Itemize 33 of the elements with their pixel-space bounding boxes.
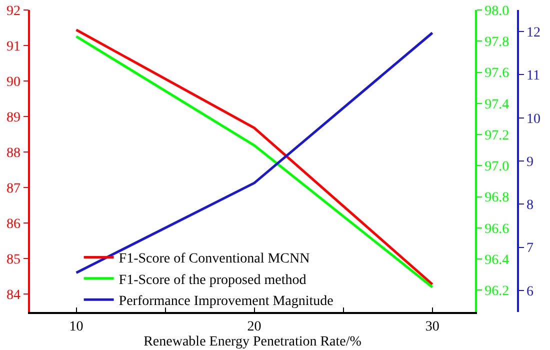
y3-tick-label: 9 — [526, 154, 534, 170]
y2-tick-label: 97.4 — [484, 97, 510, 112]
y-tick-label: 84 — [6, 288, 20, 304]
y2-tick-label: 97.8 — [484, 35, 510, 50]
y-tick-label: 87 — [6, 182, 20, 197]
y2-tick-label: 97.2 — [484, 128, 510, 144]
y3-tick-label: 11 — [526, 68, 540, 84]
y2-tick-label: 97.6 — [484, 66, 510, 82]
legend-label: Performance Improvement Magnitude — [118, 294, 334, 310]
y-tick-label: 86 — [6, 217, 20, 232]
y3-tick-label: 12 — [526, 25, 541, 40]
y-tick-label: 91 — [6, 39, 20, 54]
y3-tick-label: 6 — [526, 284, 534, 300]
y-tick-label: 90 — [6, 74, 20, 90]
x-tick-label: 20 — [247, 320, 262, 335]
y2-tick-label: 97.0 — [484, 160, 510, 175]
x-tick-label: 10 — [69, 320, 84, 335]
y2-tick-label: 96.4 — [484, 252, 510, 268]
y2-tick-label: 96.8 — [484, 190, 510, 206]
x-tick-label: 30 — [425, 320, 440, 335]
y-tick-label: 92 — [6, 4, 20, 19]
y-tick-label: 85 — [6, 252, 20, 268]
y2-tick-label: 98.0 — [484, 4, 510, 19]
y-tick-label: 89 — [6, 110, 20, 126]
legend-label: F1-Score of the proposed method — [118, 272, 306, 288]
y-tick-label: 88 — [6, 146, 20, 162]
y2-tick-label: 96.6 — [484, 222, 510, 237]
y3-tick-label: 10 — [526, 112, 541, 127]
y2-tick-label: 96.2 — [484, 284, 510, 300]
y3-tick-label: 8 — [526, 198, 534, 214]
legend-label: F1-Score of Conventional MCNN — [118, 252, 310, 267]
y3-tick-label: 7 — [526, 241, 534, 256]
x-axis-title: Renewable Energy Penetration Rate/% — [144, 334, 362, 350]
